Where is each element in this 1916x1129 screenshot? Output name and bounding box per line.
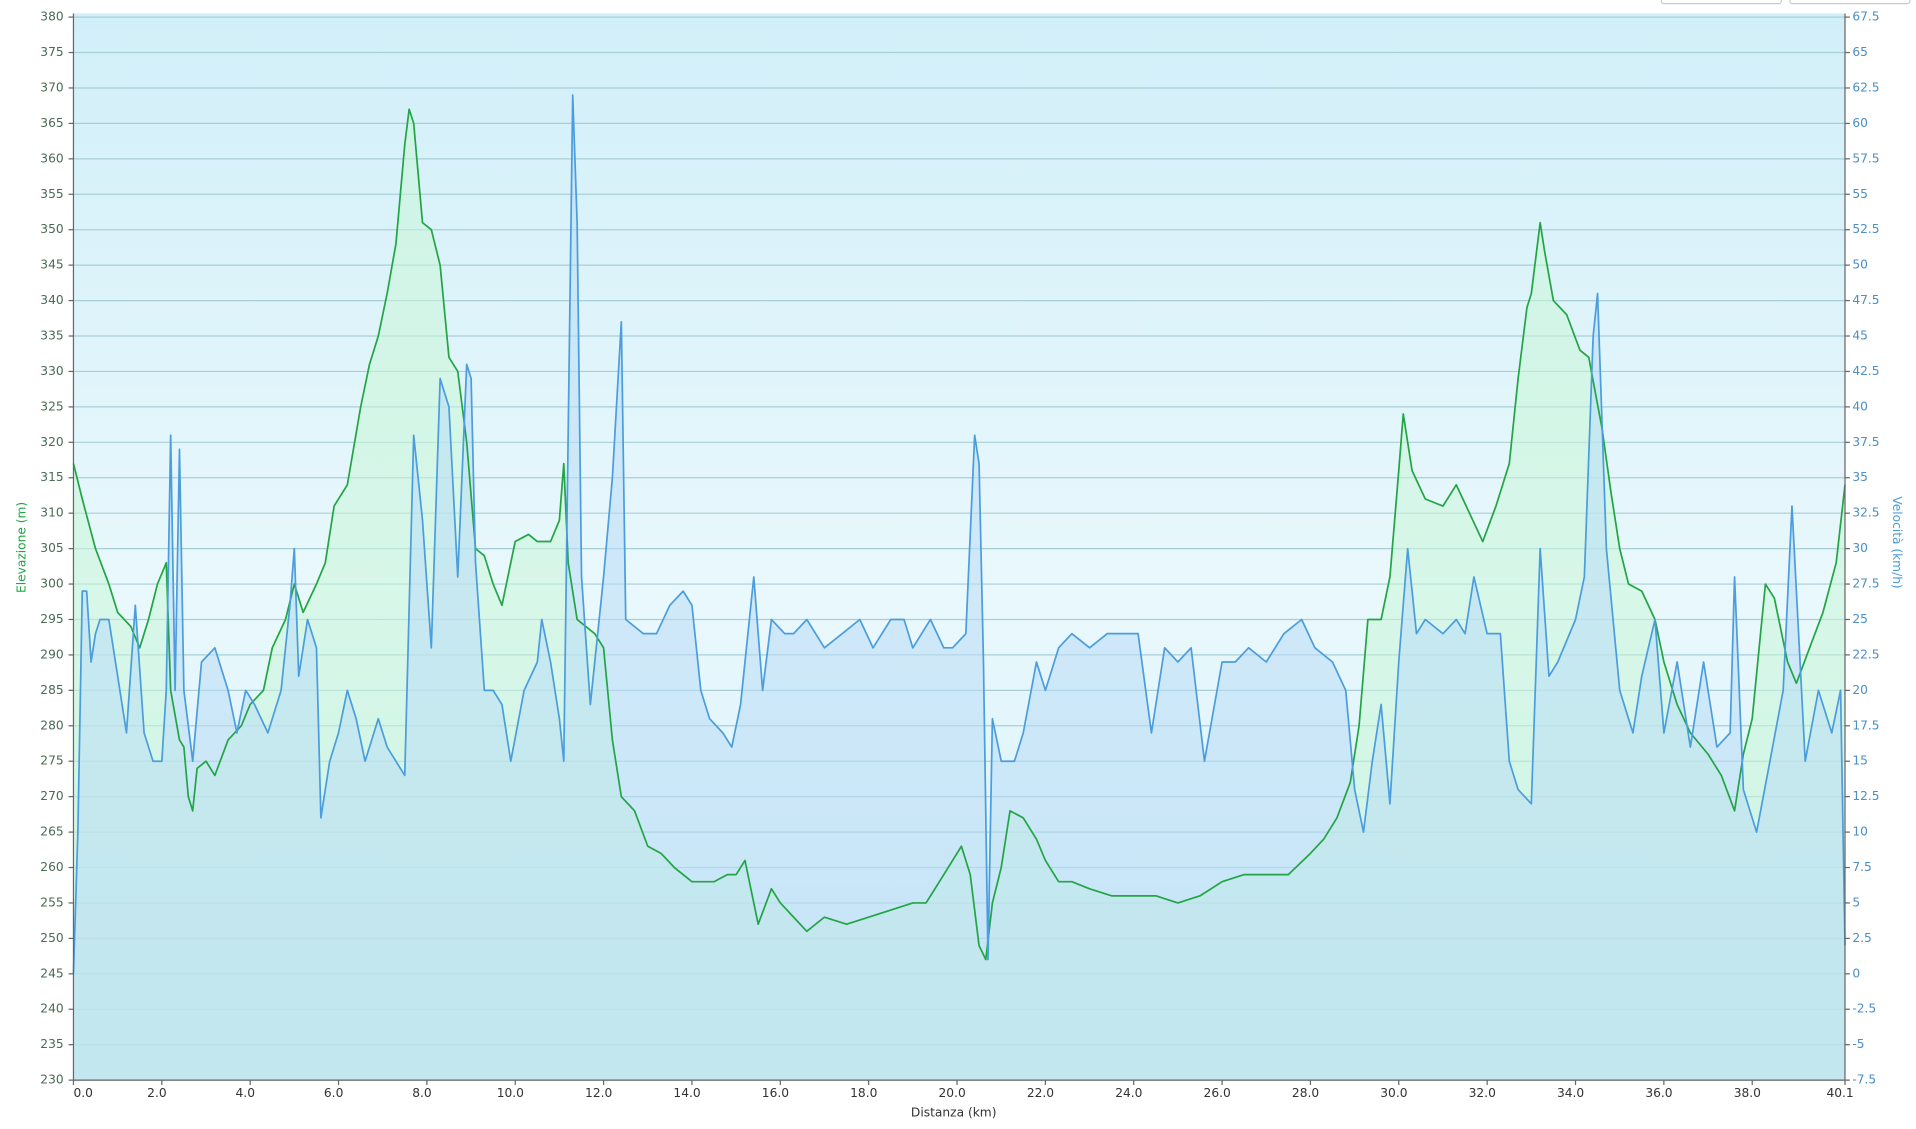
- y2-tick-label: 67.5: [1852, 10, 1879, 24]
- y-tick-label: 355: [40, 187, 63, 201]
- x-tick-label: 20.0: [938, 1086, 965, 1100]
- x-tick-label: 6.0: [324, 1086, 343, 1100]
- x-tick-label: 38.0: [1734, 1086, 1761, 1100]
- y-tick-label: 245: [40, 966, 63, 980]
- y2-tick-label: 62.5: [1852, 80, 1879, 94]
- y2-tick-label: 7.5: [1852, 860, 1871, 874]
- line: [72, 108, 1846, 961]
- y2-tick-label: 42.5: [1852, 364, 1879, 378]
- y-tick-label: 325: [40, 399, 63, 413]
- y2-tick-label: 25: [1852, 612, 1868, 626]
- y2-tick-label: 35: [1852, 470, 1868, 484]
- y-tick-label: 240: [40, 1002, 63, 1016]
- y-tick-label: 255: [40, 895, 63, 909]
- y-tick-label: 275: [40, 754, 63, 768]
- y2-tick-label: -5: [1852, 1037, 1864, 1051]
- x-axis-label: Distanza (km): [911, 1106, 997, 1120]
- y-tick-label: 265: [40, 825, 63, 839]
- y-tick-label: 320: [40, 435, 63, 449]
- y2-tick-label: 2.5: [1852, 931, 1871, 945]
- y-tick-label: 235: [40, 1037, 63, 1051]
- x-tick-label: 12.0: [585, 1086, 612, 1100]
- y2-tick-label: 22.5: [1852, 647, 1879, 661]
- line: [72, 94, 1846, 974]
- x-tick-label: 24.0: [1115, 1086, 1142, 1100]
- y2-tick-label: 12.5: [1852, 789, 1879, 803]
- y2-tick-label: 55: [1852, 187, 1868, 201]
- x-tick-label: 26.0: [1204, 1086, 1231, 1100]
- x-tick-label: 30.0: [1380, 1086, 1407, 1100]
- y2-tick-label: 27.5: [1852, 577, 1879, 591]
- y2-tick-label: 15: [1852, 754, 1868, 768]
- x-tick-label: 28.0: [1292, 1086, 1319, 1100]
- x-tick-label: 40.1: [1826, 1086, 1853, 1100]
- x-tick-label: 22.0: [1027, 1086, 1054, 1100]
- y-tick-label: 310: [40, 506, 63, 520]
- y2-tick-label: 0: [1852, 966, 1860, 980]
- x-tick-label: 4.0: [236, 1086, 255, 1100]
- y2-tick-label: 57.5: [1852, 151, 1879, 165]
- y2-tick-label: 45: [1852, 329, 1868, 343]
- y2-tick-label: 5: [1852, 895, 1860, 909]
- y-tick-label: 315: [40, 470, 63, 484]
- y-tick-label: 340: [40, 293, 63, 307]
- x-tick-label: 14.0: [673, 1086, 700, 1100]
- y-tick-label: 300: [40, 577, 63, 591]
- y2-tick-label: 47.5: [1852, 293, 1879, 307]
- y-tick-label: 380: [40, 10, 63, 24]
- y-tick-label: 345: [40, 258, 63, 272]
- y2-tick-label: -7.5: [1852, 1073, 1876, 1087]
- x-tick-label: 16.0: [762, 1086, 789, 1100]
- x-tick-label: 34.0: [1557, 1086, 1584, 1100]
- toolbar-button[interactable]: [1660, 0, 1782, 5]
- y-tick-label: 365: [40, 116, 63, 130]
- y-tick-label: 280: [40, 718, 63, 732]
- y-tick-label: 285: [40, 683, 63, 697]
- x-tick-label: 32.0: [1469, 1086, 1496, 1100]
- x-tick-label: 18.0: [850, 1086, 877, 1100]
- y2-tick-label: 60: [1852, 116, 1868, 130]
- y2-tick-label: 10: [1852, 825, 1868, 839]
- y2-tick-label: 30: [1852, 541, 1868, 555]
- x-tick-label: 0.0: [74, 1086, 93, 1100]
- y-axis-label: Elevazione (m): [15, 502, 29, 593]
- x-tick-label: 36.0: [1645, 1086, 1672, 1100]
- y-tick-label: 290: [40, 647, 63, 661]
- y2-tick-label: 17.5: [1852, 718, 1879, 732]
- toolbar-button[interactable]: [1789, 0, 1911, 5]
- y-tick-label: 370: [40, 80, 63, 94]
- y-tick-label: 260: [40, 860, 63, 874]
- y-tick-label: 305: [40, 541, 63, 555]
- y-tick-label: 230: [40, 1073, 63, 1087]
- y-tick-label: 360: [40, 151, 63, 165]
- y2-tick-label: -2.5: [1852, 1002, 1876, 1016]
- y2-tick-label: 52.5: [1852, 222, 1879, 236]
- y-tick-label: 330: [40, 364, 63, 378]
- y-tick-label: 335: [40, 329, 63, 343]
- y-tick-label: 250: [40, 931, 63, 945]
- y2-axis-label: Velocità (km/h): [1890, 496, 1904, 588]
- y-tick-label: 270: [40, 789, 63, 803]
- area: [73, 95, 1845, 1081]
- y2-tick-label: 32.5: [1852, 506, 1879, 520]
- y2-tick-label: 50: [1852, 258, 1868, 272]
- x-tick-label: 10.0: [497, 1086, 524, 1100]
- x-tick-label: 8.0: [412, 1086, 431, 1100]
- y-tick-label: 350: [40, 222, 63, 236]
- x-tick-label: 2.0: [147, 1086, 166, 1100]
- y2-tick-label: 40: [1852, 399, 1868, 413]
- y2-tick-label: 20: [1852, 683, 1868, 697]
- y-tick-label: 295: [40, 612, 63, 626]
- y2-tick-label: 65: [1852, 45, 1868, 59]
- y2-tick-label: 37.5: [1852, 435, 1879, 449]
- y-tick-label: 375: [40, 45, 63, 59]
